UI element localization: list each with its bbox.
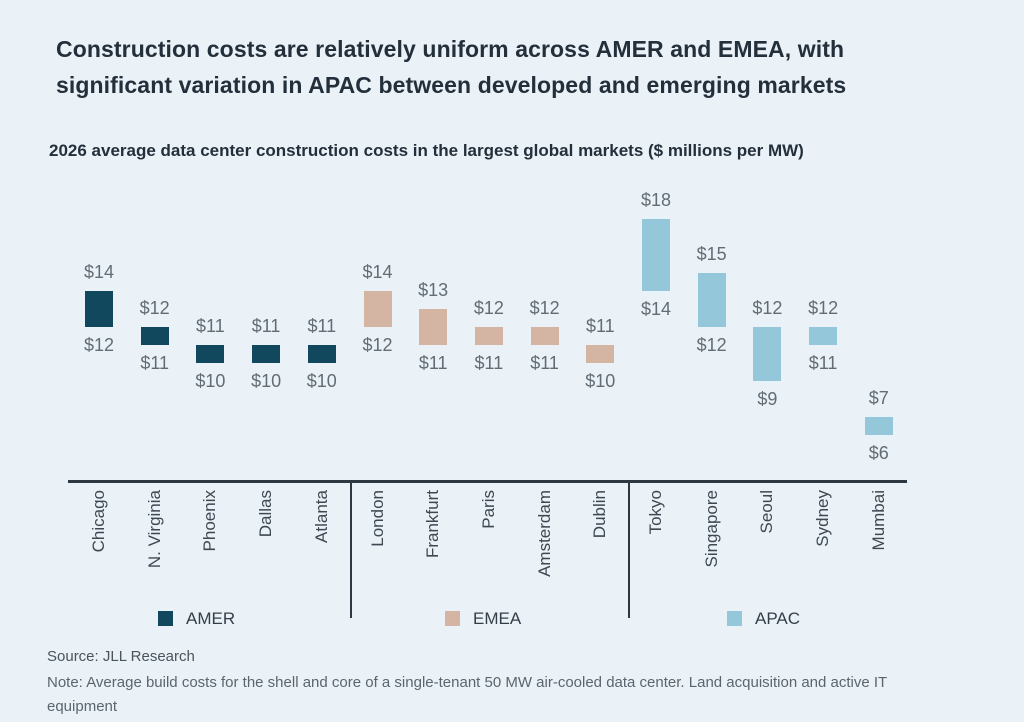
group-divider-emea-apac — [628, 482, 630, 618]
high-value-label: $18 — [640, 190, 672, 210]
x-axis-label-seoul: Seoul — [757, 490, 777, 534]
high-value-label: $11 — [585, 316, 615, 336]
high-value-label: $11 — [251, 316, 281, 336]
range-bar-sydney — [809, 327, 838, 345]
high-value-label: $12 — [752, 298, 783, 318]
x-axis-label-paris: Paris — [478, 490, 498, 529]
legend-swatch-amer — [158, 611, 173, 626]
range-bar-seoul — [753, 327, 782, 381]
low-value-label: $12 — [362, 335, 393, 355]
x-axis-line — [68, 480, 907, 483]
x-axis-label-singapore: Singapore — [701, 490, 721, 568]
range-bar-paris — [474, 327, 503, 345]
legend-label-emea: EMEA — [473, 608, 522, 628]
high-value-label: $12 — [139, 298, 170, 318]
range-bar-frankfurt — [419, 309, 448, 345]
range-bar-london — [363, 291, 392, 327]
range-bar-singapore — [697, 273, 726, 327]
high-value-label: $15 — [696, 244, 727, 264]
legend-label-apac: APAC — [755, 608, 801, 628]
legend-item-amer: AMER — [158, 608, 235, 629]
range-bar-amsterdam — [530, 327, 559, 345]
note-line-1: Note: Average build costs for the shell … — [47, 674, 887, 715]
low-value-label: $10 — [195, 371, 226, 391]
high-value-label: $13 — [418, 280, 449, 300]
x-axis-label-tokyo: Tokyo — [646, 490, 665, 535]
low-value-label: $9 — [757, 389, 778, 409]
legend-swatch-emea — [445, 611, 460, 626]
x-axis-label-amsterdam: Amsterdam — [534, 490, 554, 577]
x-axis-label-mumbai: Mumbai — [868, 490, 888, 551]
range-bar-dallas — [252, 345, 281, 363]
low-value-label: $10 — [306, 371, 337, 391]
legend-item-apac: APAC — [727, 608, 800, 629]
note-text: Note: Average build costs for the shell … — [47, 671, 947, 722]
low-value-label: $12 — [83, 335, 115, 355]
x-axis-label-dublin: Dublin — [590, 490, 610, 539]
headline-line-2: significant variation in APAC between de… — [56, 72, 847, 98]
low-value-label: $10 — [585, 371, 616, 391]
range-bar-dublin — [586, 345, 615, 363]
low-value-label: $11 — [418, 353, 448, 373]
high-value-label: $11 — [307, 316, 337, 336]
x-axis-label-phoenix: Phoenix — [200, 490, 220, 552]
x-axis-label-london: London — [367, 490, 387, 547]
x-axis-label-sydney: Sydney — [813, 490, 833, 547]
high-value-label: $14 — [83, 262, 115, 282]
x-axis-label-atlanta: Atlanta — [311, 490, 331, 543]
group-divider-amer-emea — [350, 482, 352, 618]
high-value-label: $14 — [362, 262, 393, 282]
chart-subtitle: 2026 average data center construction co… — [49, 141, 804, 160]
low-value-label: $11 — [474, 353, 504, 373]
x-axis-label-chicago: Chicago — [89, 490, 108, 553]
low-value-label: $11 — [808, 353, 838, 373]
range-bar-mumbai — [864, 417, 893, 435]
low-value-label: $11 — [530, 353, 559, 373]
low-value-label: $10 — [251, 371, 282, 391]
high-value-label: $12 — [808, 298, 839, 318]
low-value-label: $11 — [140, 353, 170, 373]
x-axis-label-dallas: Dallas — [256, 490, 276, 538]
low-value-label: $12 — [696, 335, 727, 355]
range-bar-tokyo — [642, 219, 670, 291]
range-bar-phoenix — [196, 345, 225, 363]
high-value-label: $12 — [473, 298, 504, 318]
range-bar-n-virginia — [140, 327, 169, 345]
high-value-label: $7 — [868, 388, 889, 408]
low-value-label: $14 — [640, 299, 672, 319]
x-axis-label-n-virginia: N. Virginia — [144, 490, 164, 569]
x-axis-label-frankfurt: Frankfurt — [423, 490, 443, 559]
source-text: Source: JLL Research — [47, 648, 195, 665]
headline-line-1: Construction costs are relatively unifor… — [56, 36, 845, 62]
legend-swatch-apac — [727, 611, 742, 626]
legend-label-amer: AMER — [186, 608, 236, 628]
range-bar-atlanta — [307, 345, 336, 363]
low-value-label: $6 — [868, 443, 889, 463]
chart-headline: Construction costs are relatively unifor… — [56, 31, 846, 103]
high-value-label: $12 — [529, 298, 560, 318]
high-value-label: $11 — [196, 316, 225, 336]
range-bar-chicago — [85, 291, 113, 327]
legend-item-emea: EMEA — [445, 608, 521, 629]
